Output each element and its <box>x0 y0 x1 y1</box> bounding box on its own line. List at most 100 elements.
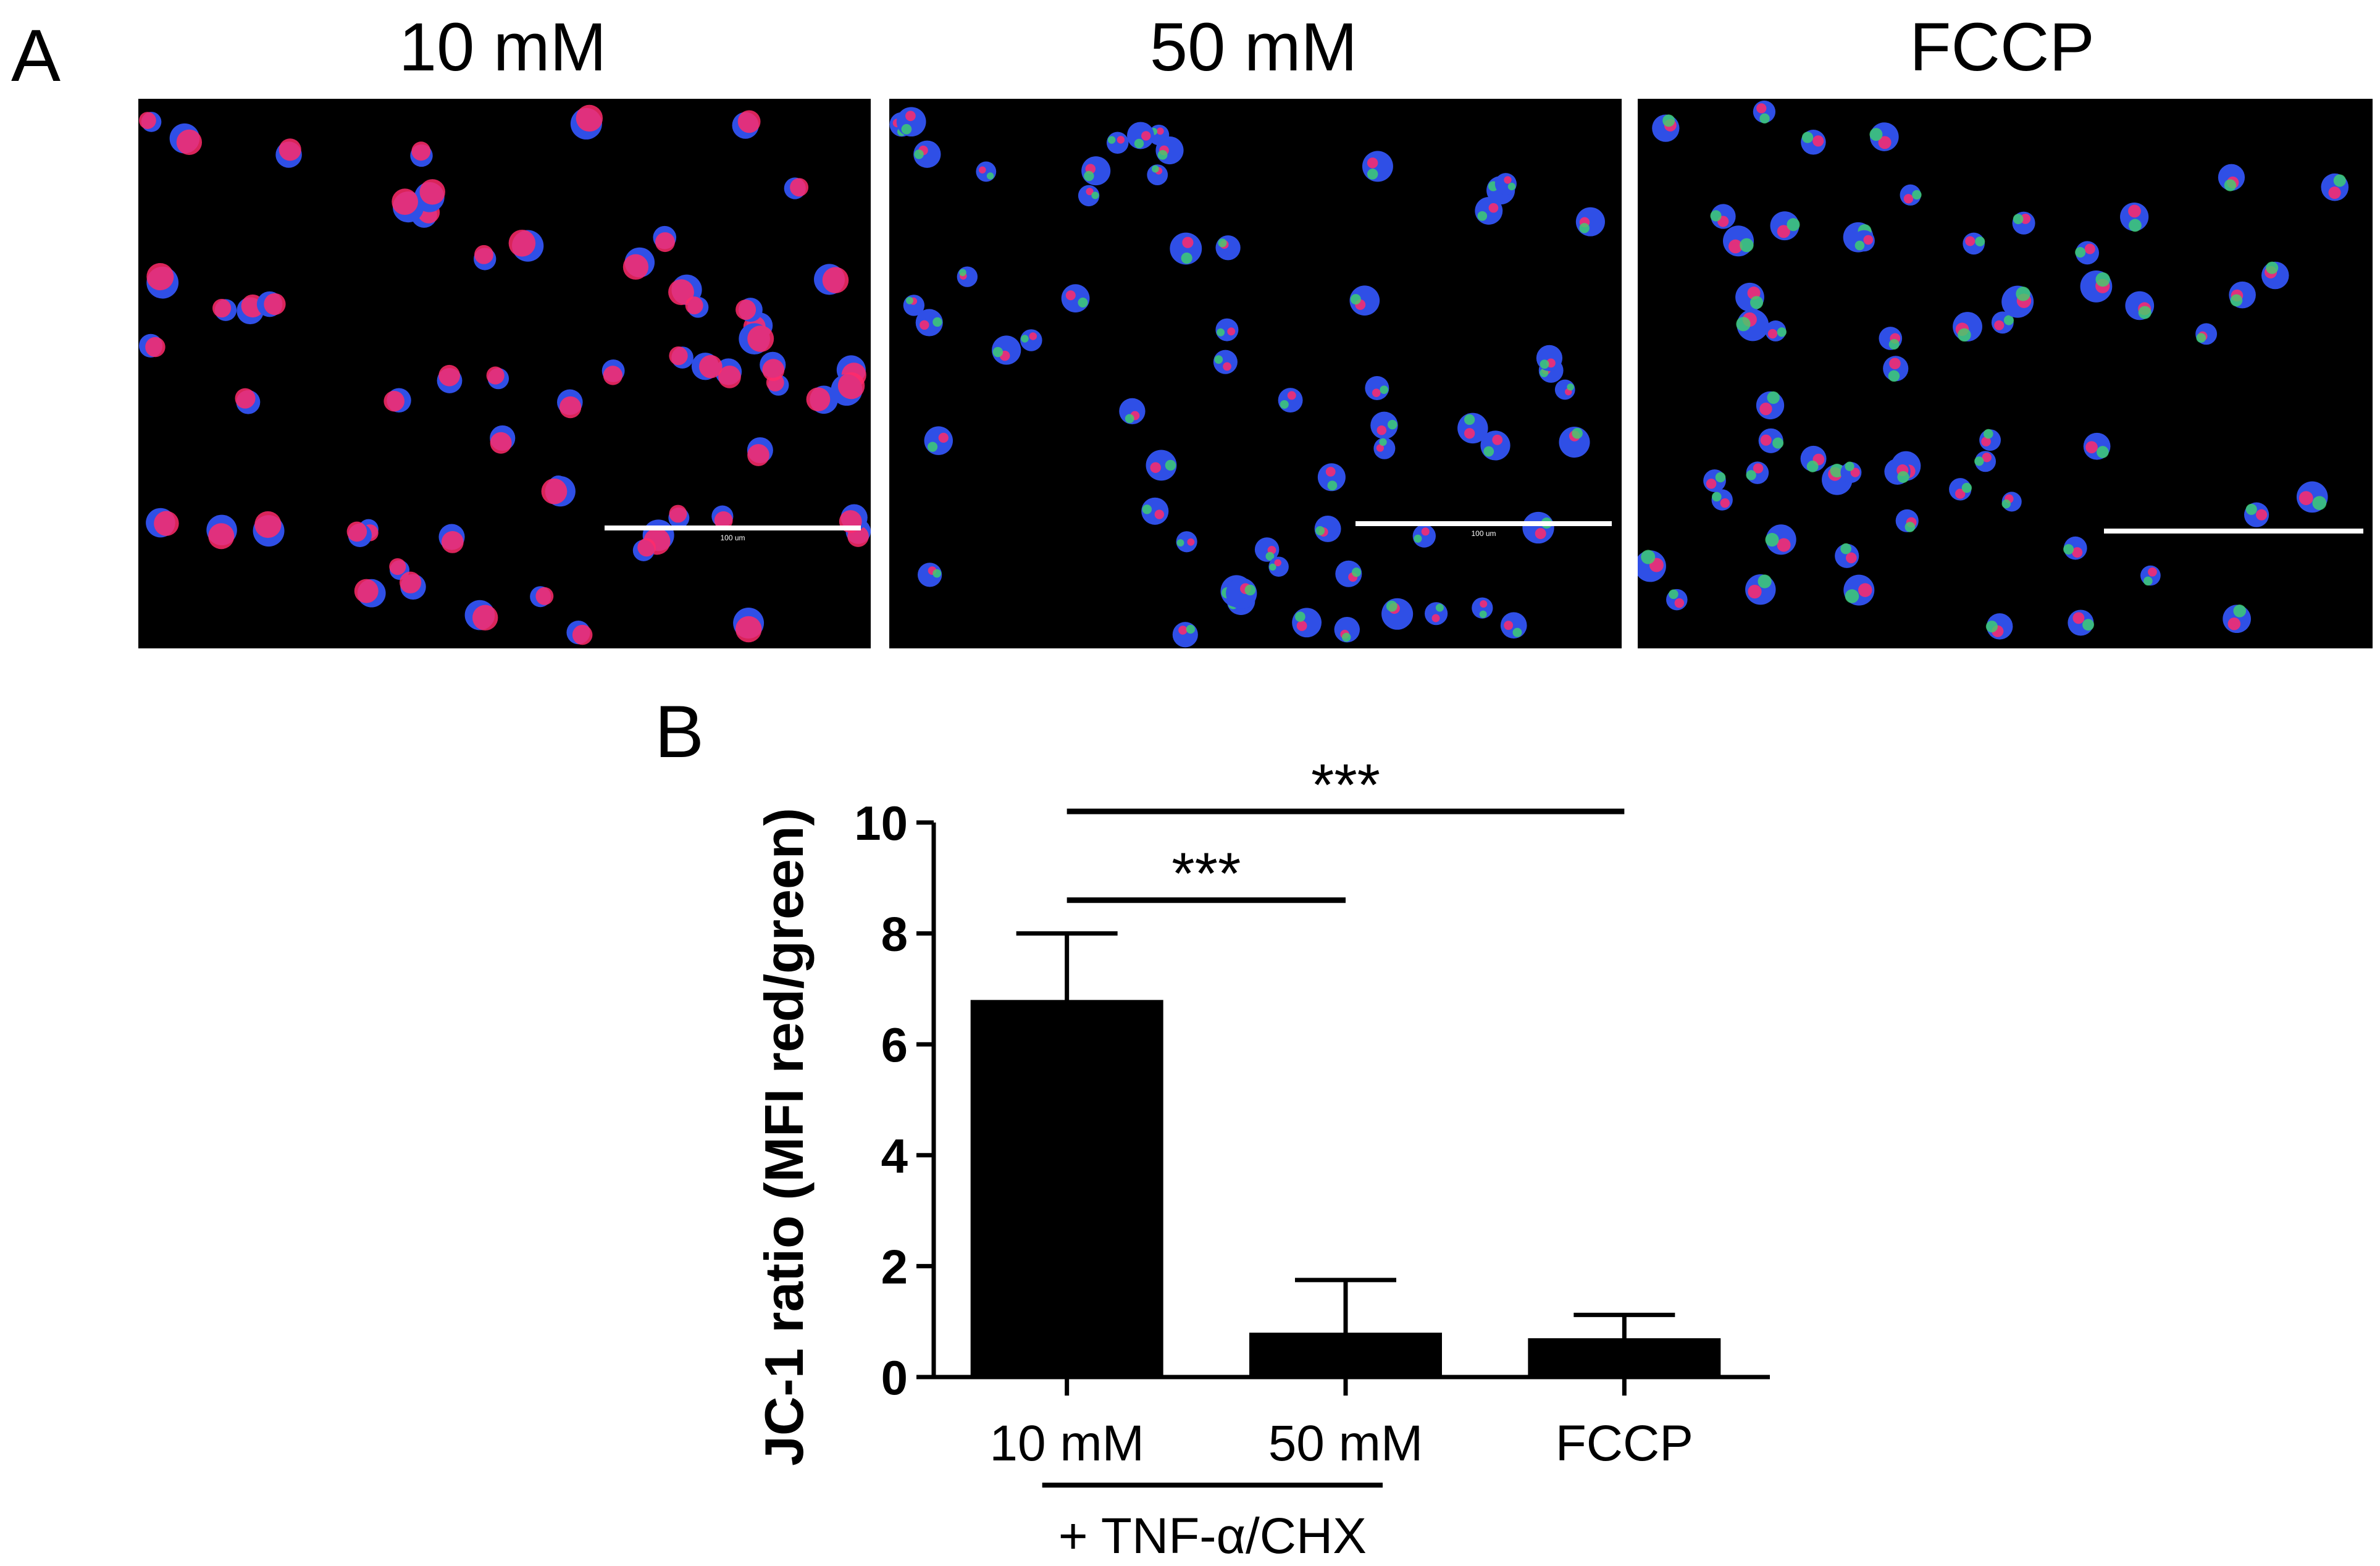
cell-green-stain <box>1975 236 1985 246</box>
cell-red-stain <box>669 505 687 523</box>
cell-green-stain <box>1479 610 1487 618</box>
cell-red-stain <box>655 232 675 253</box>
cell <box>2001 285 2034 318</box>
cell-green-stain <box>1435 603 1444 612</box>
cell-green-stain <box>1662 114 1675 127</box>
cell <box>557 389 583 419</box>
cell-green-stain <box>1897 471 1909 484</box>
cell-red-stain <box>1421 527 1430 536</box>
cell-green-stain <box>1710 210 1722 222</box>
cell-red-stain <box>685 296 703 315</box>
cell <box>1770 211 1800 241</box>
cell-green-stain <box>2196 333 2206 343</box>
cell-red-stain <box>2328 186 2341 199</box>
cell-red-stain <box>383 390 405 412</box>
cell-red-stain <box>735 299 756 320</box>
cell-red-stain <box>1812 135 1824 147</box>
cell-green-stain <box>2082 619 2095 631</box>
cell-red-stain <box>2227 618 2241 630</box>
cell-red-stain <box>718 366 741 388</box>
cell-green-stain <box>1845 461 1854 471</box>
cell <box>1078 185 1100 207</box>
cell-green-stain <box>927 442 938 452</box>
cell <box>1381 598 1414 630</box>
cell-green-stain <box>1961 482 1972 493</box>
cell <box>1953 312 1982 342</box>
cell-red-stain <box>905 111 916 122</box>
cell <box>2296 481 2328 513</box>
cell-green-stain <box>1641 550 1656 564</box>
image-title-50mm: 50 mM <box>1149 9 1358 85</box>
cell <box>2068 609 2095 636</box>
cell-green-stain <box>1380 385 1389 395</box>
cell <box>1710 204 1736 229</box>
cell <box>2321 173 2349 201</box>
panel-b-letter: B <box>655 690 705 773</box>
cell-green-stain <box>1218 238 1227 248</box>
cell-red-stain <box>1376 425 1387 435</box>
cell <box>1081 156 1111 186</box>
cell <box>2195 323 2218 345</box>
cell-red-stain <box>622 254 649 280</box>
cell-green-stain <box>1806 460 1819 472</box>
cell-red-stain <box>2148 567 2157 577</box>
cell <box>1746 461 1769 484</box>
cell <box>2125 291 2155 320</box>
cell <box>1949 478 1972 501</box>
cell <box>1765 524 1796 555</box>
cell-green-stain <box>1985 621 1998 633</box>
cell-red-stain <box>1753 463 1764 474</box>
cell-red-stain <box>1480 600 1488 608</box>
cell-red-stain <box>1863 235 1874 245</box>
cell-red-stain <box>747 325 774 353</box>
cell <box>1801 130 1826 155</box>
cell-red-stain <box>490 432 512 454</box>
scale-bar-label: 100 um <box>720 534 745 542</box>
cell-green-stain <box>1214 355 1223 364</box>
cell <box>169 123 203 155</box>
cell <box>146 508 179 538</box>
cell <box>1735 282 1764 312</box>
cell-red-stain <box>419 179 445 205</box>
cell-red-stain <box>1748 584 1762 599</box>
cell-nucleus <box>1365 375 1389 400</box>
cell-red-stain <box>1760 434 1772 446</box>
cell-red-stain <box>1150 462 1161 473</box>
cell-green-stain <box>1084 170 1094 182</box>
cell-green-stain <box>1151 165 1159 173</box>
cell <box>1559 426 1590 458</box>
cell-nucleus <box>1292 608 1322 638</box>
cell <box>1475 196 1503 225</box>
cell-red-stain <box>1141 131 1151 141</box>
cell-red-stain <box>1372 388 1381 397</box>
cell <box>1756 391 1785 420</box>
significance-label: *** <box>1171 841 1241 907</box>
cell <box>1155 136 1184 165</box>
cell-red-stain <box>1728 239 1743 254</box>
cell-green-stain <box>1091 191 1099 199</box>
cell-green-stain <box>1746 470 1756 480</box>
cell-red-stain <box>2128 204 2141 218</box>
cell <box>438 524 465 553</box>
cell <box>1472 597 1493 619</box>
cell <box>392 188 424 223</box>
cell <box>1215 235 1241 261</box>
cell-nucleus <box>1215 235 1241 261</box>
cell <box>917 563 942 587</box>
cell-red-stain <box>1981 437 1991 446</box>
cell-green-stain <box>1125 414 1134 424</box>
cell <box>1840 461 1862 484</box>
cell <box>1753 100 1776 124</box>
cell-red-stain <box>535 587 554 605</box>
cell <box>685 296 709 318</box>
cell-green-stain <box>1765 533 1779 547</box>
cell <box>1736 309 1769 341</box>
cell <box>1883 356 1909 382</box>
cell-red-stain <box>1464 428 1475 439</box>
cell-green-stain <box>914 149 924 159</box>
cell-red-stain <box>2085 441 2098 454</box>
cell-red-stain <box>1674 598 1685 608</box>
cell-green-stain <box>1327 480 1338 491</box>
cell <box>2012 211 2035 235</box>
image-title-10mm: 10 mM <box>398 9 607 85</box>
